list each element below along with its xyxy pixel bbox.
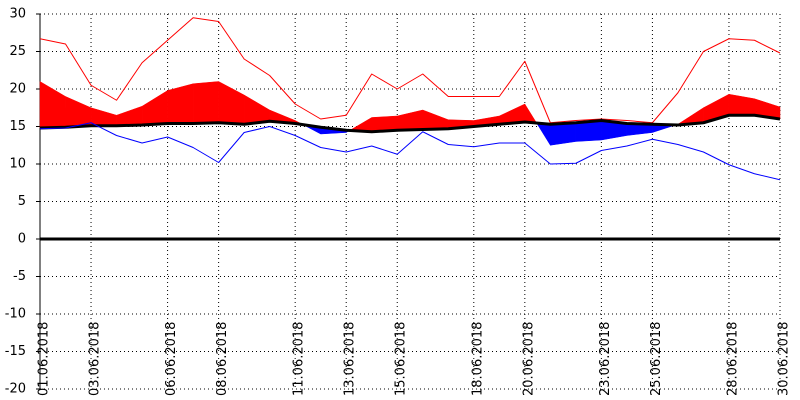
area-fill: [396, 109, 424, 131]
fills: [39, 81, 781, 147]
x-tick-label: 13.06.2018: [343, 322, 358, 396]
x-tick-label: 08.06.2018: [215, 322, 230, 396]
area-fill: [243, 94, 270, 125]
x-tick-label: 25.06.2018: [649, 322, 664, 396]
y-tick-label: 10: [9, 157, 26, 172]
grid: [36, 13, 781, 390]
area-fill: [167, 83, 194, 124]
x-tick-label: 11.06.2018: [292, 322, 307, 396]
x-tick-label: 15.06.2018: [394, 322, 409, 396]
area-fill: [141, 90, 168, 126]
y-tick-label: -20: [5, 382, 26, 397]
area-fill: [728, 93, 755, 116]
area-fill: [116, 105, 143, 127]
y-tick-label: -15: [5, 344, 26, 359]
y-tick-label: 25: [9, 44, 26, 59]
x-tick-label: 28.06.2018: [725, 322, 740, 396]
lines: [39, 17, 781, 181]
x-tick-label: 20.06.2018: [521, 322, 536, 396]
area-fill: [65, 96, 92, 128]
y-tick-label: -5: [13, 269, 26, 284]
x-tick-label: 03.06.2018: [88, 322, 103, 396]
area-fill: [524, 103, 538, 124]
area-fill: [192, 81, 219, 124]
x-tick-label: 06.06.2018: [164, 322, 179, 396]
x-tick-label: 23.06.2018: [598, 322, 613, 396]
x-tick-label: 01.06.2018: [37, 322, 52, 396]
area-fill: [90, 107, 117, 126]
series-line: [39, 122, 781, 181]
series-line: [39, 113, 781, 134]
y-tick-label: 0: [18, 232, 26, 247]
y-tick-label: 15: [9, 119, 26, 134]
area-fill: [39, 81, 66, 129]
x-tick-label: 18.06.2018: [470, 322, 485, 396]
area-fill: [550, 122, 577, 146]
y-tick-label: 30: [9, 7, 26, 22]
area-fill: [422, 109, 449, 130]
x-tick-label: 30.06.2018: [777, 322, 792, 396]
y-tick-label: 20: [9, 82, 26, 97]
y-tick-label: -10: [5, 307, 26, 322]
y-tick-label: 5: [18, 194, 26, 209]
area-fill: [536, 122, 551, 147]
labels: -20 -15 -10 -5 0 5 10 15 20 25 30 01.06.2018 03.06.2…: [5, 7, 792, 397]
series-line: [39, 17, 781, 124]
area-fill: [218, 81, 245, 125]
